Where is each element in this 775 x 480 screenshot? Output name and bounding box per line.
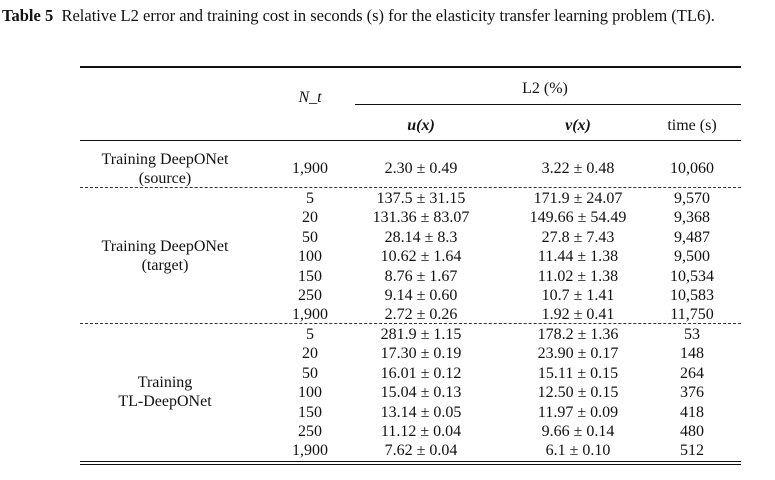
table-cell: 131.36 ± 83.07 xyxy=(372,209,470,227)
table-cell: 11.97 ± 0.09 xyxy=(537,403,619,421)
table-cell: 2.30 ± 0.49 xyxy=(384,160,458,177)
table-cell: 12.50 ± 0.15 xyxy=(537,384,619,402)
table-cell: 264 xyxy=(680,364,704,382)
table-cell: 28.14 ± 8.3 xyxy=(384,228,458,246)
table-cell: 9,570 xyxy=(674,190,710,207)
group-label: Training DeepONet xyxy=(101,237,229,255)
table-cell: 50 xyxy=(302,364,318,382)
bottom-rule xyxy=(80,461,741,463)
table-cell: 16.01 ± 0.12 xyxy=(380,364,462,382)
dashed-separator xyxy=(80,187,741,188)
table-cell: 20 xyxy=(302,345,318,363)
table-cell: 8.76 ± 1.67 xyxy=(384,267,458,285)
table-cell: 418 xyxy=(680,403,704,421)
l2-cmidrule xyxy=(355,104,741,105)
table-cell: 150 xyxy=(298,267,322,285)
top-rule xyxy=(80,66,741,68)
table-cell: 27.8 ± 7.43 xyxy=(541,228,615,246)
table-cell: 9.66 ± 0.14 xyxy=(541,423,615,440)
table-cell: 9.14 ± 0.60 xyxy=(384,287,458,304)
bottom-rule-2 xyxy=(80,464,741,466)
table-cell: 1,900 xyxy=(292,160,328,177)
caption-label: Table 5 xyxy=(2,6,54,25)
table-cell: 17.30 ± 0.19 xyxy=(380,345,462,363)
header-u: u(x) xyxy=(407,117,435,134)
table-cell: 149.66 ± 54.49 xyxy=(529,209,627,227)
table-cell: 10,583 xyxy=(670,287,714,304)
header-rule xyxy=(80,140,741,141)
table-cell: 50 xyxy=(302,228,318,246)
table-cell: 150 xyxy=(298,403,322,421)
table-cell: 6.1 ± 0.10 xyxy=(545,442,611,460)
table-cell: 10,534 xyxy=(670,267,714,285)
table-cell: 13.14 ± 0.05 xyxy=(380,403,462,421)
group-label: TL-DeepONet xyxy=(118,392,212,410)
table-cell: 9,500 xyxy=(674,248,710,266)
table-cell: 3.22 ± 0.48 xyxy=(541,160,615,177)
dashed-separator xyxy=(80,323,741,324)
table-cell: 23.90 ± 0.17 xyxy=(537,345,619,363)
group-label: Training xyxy=(137,373,193,391)
table-cell: 15.11 ± 0.15 xyxy=(537,364,619,382)
table-cell: 2.72 ± 0.26 xyxy=(384,306,458,324)
table-cell: 15.04 ± 0.13 xyxy=(380,384,462,402)
group-label: (target) xyxy=(141,256,189,274)
table-cell: 100 xyxy=(298,384,322,402)
table-cell: 11,750 xyxy=(670,306,714,324)
table-cell: 9,487 xyxy=(674,228,710,246)
table-cell: 1,900 xyxy=(292,442,328,460)
table-cell: 512 xyxy=(680,442,704,460)
group-label: Training DeepONet xyxy=(101,151,229,168)
table-cell: 5 xyxy=(306,190,314,207)
table-cell: 53 xyxy=(684,326,700,343)
table-cell: 20 xyxy=(302,209,318,227)
table-cell: 1.92 ± 0.41 xyxy=(541,306,615,324)
header-time: time (s) xyxy=(667,117,717,134)
header-l2: L2 (%) xyxy=(522,80,568,97)
table-cell: 1,900 xyxy=(292,306,328,324)
table-cell: 9,368 xyxy=(674,209,710,227)
table-cell: 10,060 xyxy=(670,160,714,177)
header-nt: N_t xyxy=(298,89,322,106)
table-cell: 11.12 ± 0.04 xyxy=(380,423,462,440)
table-caption: Table 5 Relative L2 error and training c… xyxy=(2,5,772,27)
table-cell: 250 xyxy=(298,423,322,440)
table-cell: 7.62 ± 0.04 xyxy=(384,442,458,460)
table-cell: 137.5 ± 31.15 xyxy=(376,190,466,207)
caption-text: Relative L2 error and training cost in s… xyxy=(61,6,715,25)
table-cell: 250 xyxy=(298,287,322,304)
table-cell: 178.2 ± 1.36 xyxy=(537,326,619,343)
table-cell: 11.02 ± 1.38 xyxy=(537,267,619,285)
table-cell: 281.9 ± 1.15 xyxy=(380,326,462,343)
table-cell: 376 xyxy=(680,384,704,402)
table-cell: 10.7 ± 1.41 xyxy=(541,287,615,304)
table-cell: 5 xyxy=(306,326,314,343)
table-cell: 100 xyxy=(298,248,322,266)
table-cell: 480 xyxy=(680,423,704,440)
header-v: v(x) xyxy=(565,117,591,134)
table-cell: 148 xyxy=(680,345,704,363)
table-cell: 10.62 ± 1.64 xyxy=(380,248,462,266)
table-cell: 11.44 ± 1.38 xyxy=(537,248,619,266)
table-cell: 171.9 ± 24.07 xyxy=(533,190,623,207)
group-label: (source) xyxy=(138,170,192,187)
